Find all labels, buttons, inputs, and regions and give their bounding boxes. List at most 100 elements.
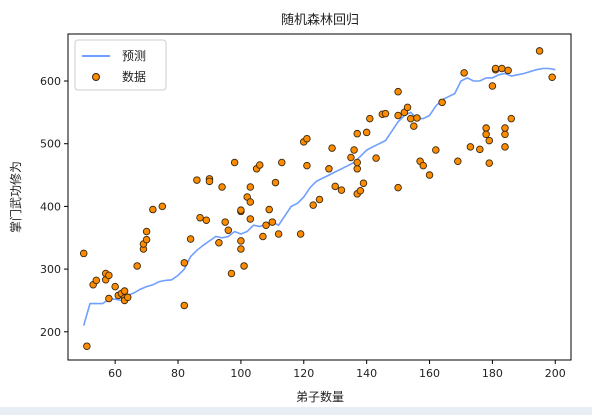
data-point <box>491 64 500 73</box>
data-point <box>79 249 88 258</box>
data-point <box>256 161 264 169</box>
data-point <box>92 276 101 285</box>
data-point <box>353 165 361 173</box>
y-tick-label: 400 <box>40 200 61 213</box>
data-point <box>460 69 468 77</box>
data-point <box>498 64 506 73</box>
x-tick-label: 140 <box>356 367 377 380</box>
data-point <box>180 259 189 267</box>
data-point <box>419 161 427 170</box>
data-point <box>186 235 195 243</box>
data-point <box>196 213 204 222</box>
data-point <box>315 195 324 204</box>
data-point <box>406 114 415 123</box>
data-point <box>454 157 462 166</box>
x-tick-label: 160 <box>419 367 440 380</box>
data-point <box>202 216 211 224</box>
data-point <box>504 66 512 75</box>
data-point <box>353 158 361 167</box>
legend-label-prediction: 预测 <box>122 49 146 63</box>
data-point <box>410 122 418 130</box>
chart-title: 随机森林回归 <box>281 13 359 28</box>
data-point <box>337 186 346 194</box>
data-point <box>142 227 151 236</box>
data-point <box>482 124 490 132</box>
data-point <box>507 114 516 123</box>
data-point <box>271 178 280 187</box>
data-point <box>237 237 245 245</box>
data-point <box>438 98 446 107</box>
data-point <box>193 176 201 184</box>
data-point <box>548 73 556 82</box>
x-tick-label: 100 <box>230 367 251 380</box>
data-point <box>432 146 440 154</box>
data-point <box>237 245 245 253</box>
data-point <box>237 206 245 214</box>
data-point <box>240 262 248 270</box>
data-point <box>403 103 412 112</box>
x-tick-label: 200 <box>545 367 566 380</box>
y-tick-label: 600 <box>40 75 61 88</box>
data-point <box>356 186 365 195</box>
legend-label-data: 数据 <box>122 69 146 84</box>
data-point <box>476 145 484 154</box>
data-point <box>303 161 311 170</box>
data-point <box>205 177 214 186</box>
data-point <box>262 221 270 229</box>
data-point <box>501 124 509 132</box>
data-point <box>230 158 239 167</box>
data-point <box>149 205 157 214</box>
data-point <box>111 282 119 291</box>
data-point <box>265 205 273 214</box>
prediction-line <box>82 67 556 326</box>
data-point <box>535 47 544 55</box>
data-point <box>381 109 390 118</box>
data-point <box>274 230 283 238</box>
x-tick-label: 80 <box>171 367 185 380</box>
plot-marks <box>79 47 556 350</box>
legend: 预测 数据 <box>74 39 167 91</box>
data-point <box>394 87 402 96</box>
x-tick-label: 60 <box>108 367 122 380</box>
x-tick-label: 120 <box>293 367 314 380</box>
data-point <box>394 183 402 192</box>
data-point <box>142 235 151 244</box>
data-point <box>359 179 368 187</box>
data-point <box>501 130 509 139</box>
data-point <box>105 271 113 280</box>
data-point <box>218 183 226 191</box>
data-point <box>394 111 402 120</box>
x-axis-label: 弟子数量 <box>296 389 344 404</box>
data-point <box>227 269 236 278</box>
data-point <box>158 202 167 211</box>
data-point <box>123 293 132 302</box>
data-point <box>366 114 374 123</box>
data-point <box>325 165 333 173</box>
data-point <box>353 129 361 138</box>
data-point <box>501 143 509 151</box>
data-point <box>259 232 267 241</box>
data-point <box>105 294 113 303</box>
data-point <box>133 262 141 270</box>
data-point <box>120 287 129 295</box>
y-tick-label: 300 <box>40 263 61 276</box>
data-point <box>303 134 311 143</box>
data-point <box>488 82 497 90</box>
data-point <box>362 128 371 137</box>
data-point <box>347 153 355 162</box>
data-point <box>485 159 494 167</box>
data-point <box>180 301 189 310</box>
data-point <box>466 143 475 151</box>
data-point <box>246 215 255 223</box>
x-tick-label: 180 <box>482 367 503 380</box>
x-axis-ticks: 60 80 100 120 140 160 180 200 <box>108 360 566 380</box>
data-point <box>278 158 286 167</box>
legend-box <box>74 39 167 91</box>
window-bottom-strip <box>0 407 592 415</box>
data-point <box>485 136 494 145</box>
data-point <box>246 183 255 191</box>
data-point <box>224 226 233 234</box>
data-point <box>482 130 490 139</box>
data-point <box>309 201 317 209</box>
